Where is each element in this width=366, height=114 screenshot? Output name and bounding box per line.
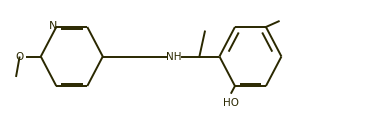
Text: O: O bbox=[15, 52, 24, 62]
Text: NH: NH bbox=[166, 52, 182, 62]
Text: HO: HO bbox=[223, 97, 239, 107]
Text: N: N bbox=[49, 21, 57, 30]
